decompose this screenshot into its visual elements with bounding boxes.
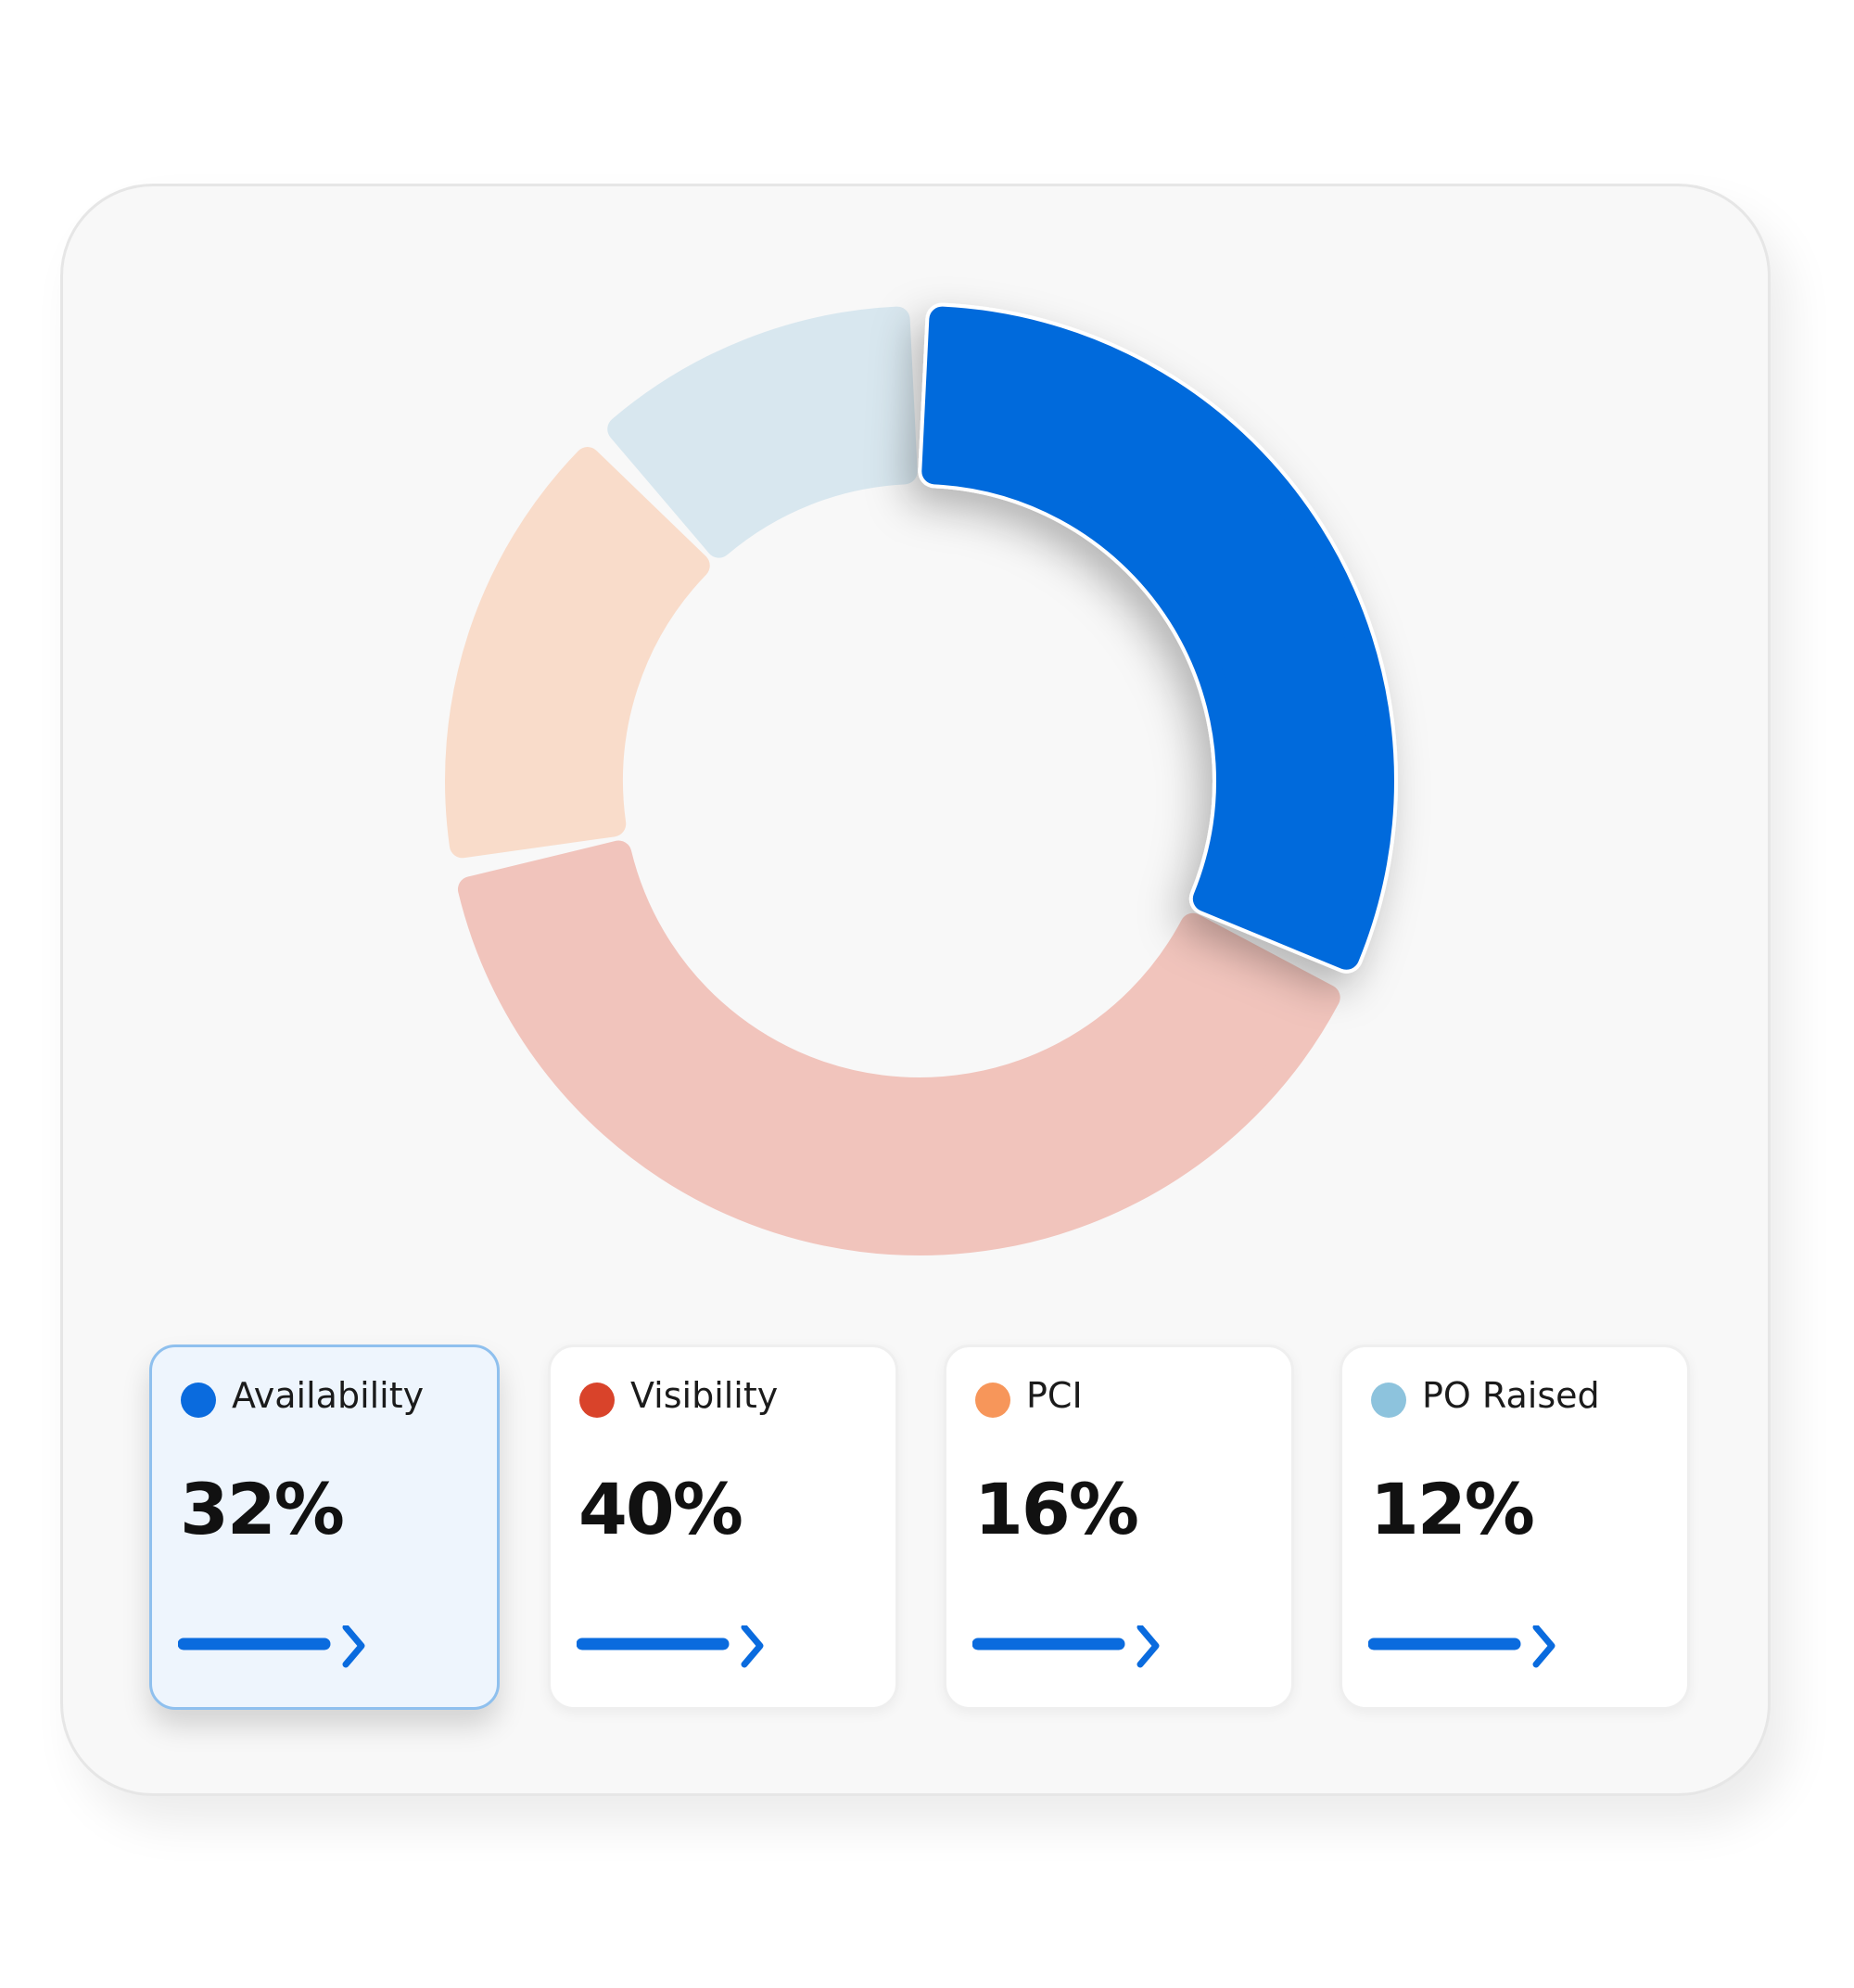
legend-label: PCI: [1026, 1375, 1083, 1416]
value-label: 12%: [1370, 1468, 1535, 1550]
donut-segment: [607, 306, 918, 558]
arrow-head: [741, 1625, 764, 1668]
legend-dot: [1371, 1383, 1406, 1418]
legend-dot: [181, 1383, 216, 1418]
legend-dot: [975, 1383, 1010, 1418]
legend-label: Visibility: [630, 1375, 779, 1416]
legend-card[interactable]: Visibility 40%: [548, 1344, 898, 1710]
arrow-icon: [1368, 1625, 1556, 1668]
legend-dot: [579, 1383, 615, 1418]
donut-segment: [457, 840, 1340, 1255]
legend-card[interactable]: PCI 16%: [944, 1344, 1294, 1710]
arrow-icon: [178, 1625, 365, 1668]
legend-card[interactable]: Availability 32%: [149, 1344, 500, 1710]
legend-label: PO Raised: [1422, 1375, 1600, 1416]
legend-label: Availability: [232, 1375, 425, 1416]
arrow-icon: [972, 1625, 1160, 1668]
legend-card[interactable]: PO Raised 12%: [1340, 1344, 1690, 1710]
donut-segment: [921, 306, 1394, 970]
value-label: 32%: [180, 1468, 345, 1550]
value-label: 16%: [974, 1468, 1139, 1550]
arrow-head: [342, 1625, 365, 1668]
value-label: 40%: [578, 1468, 743, 1550]
arrow-head: [1532, 1625, 1556, 1668]
arrow-head: [1137, 1625, 1160, 1668]
donut-segment: [445, 447, 710, 859]
arrow-icon: [577, 1625, 764, 1668]
